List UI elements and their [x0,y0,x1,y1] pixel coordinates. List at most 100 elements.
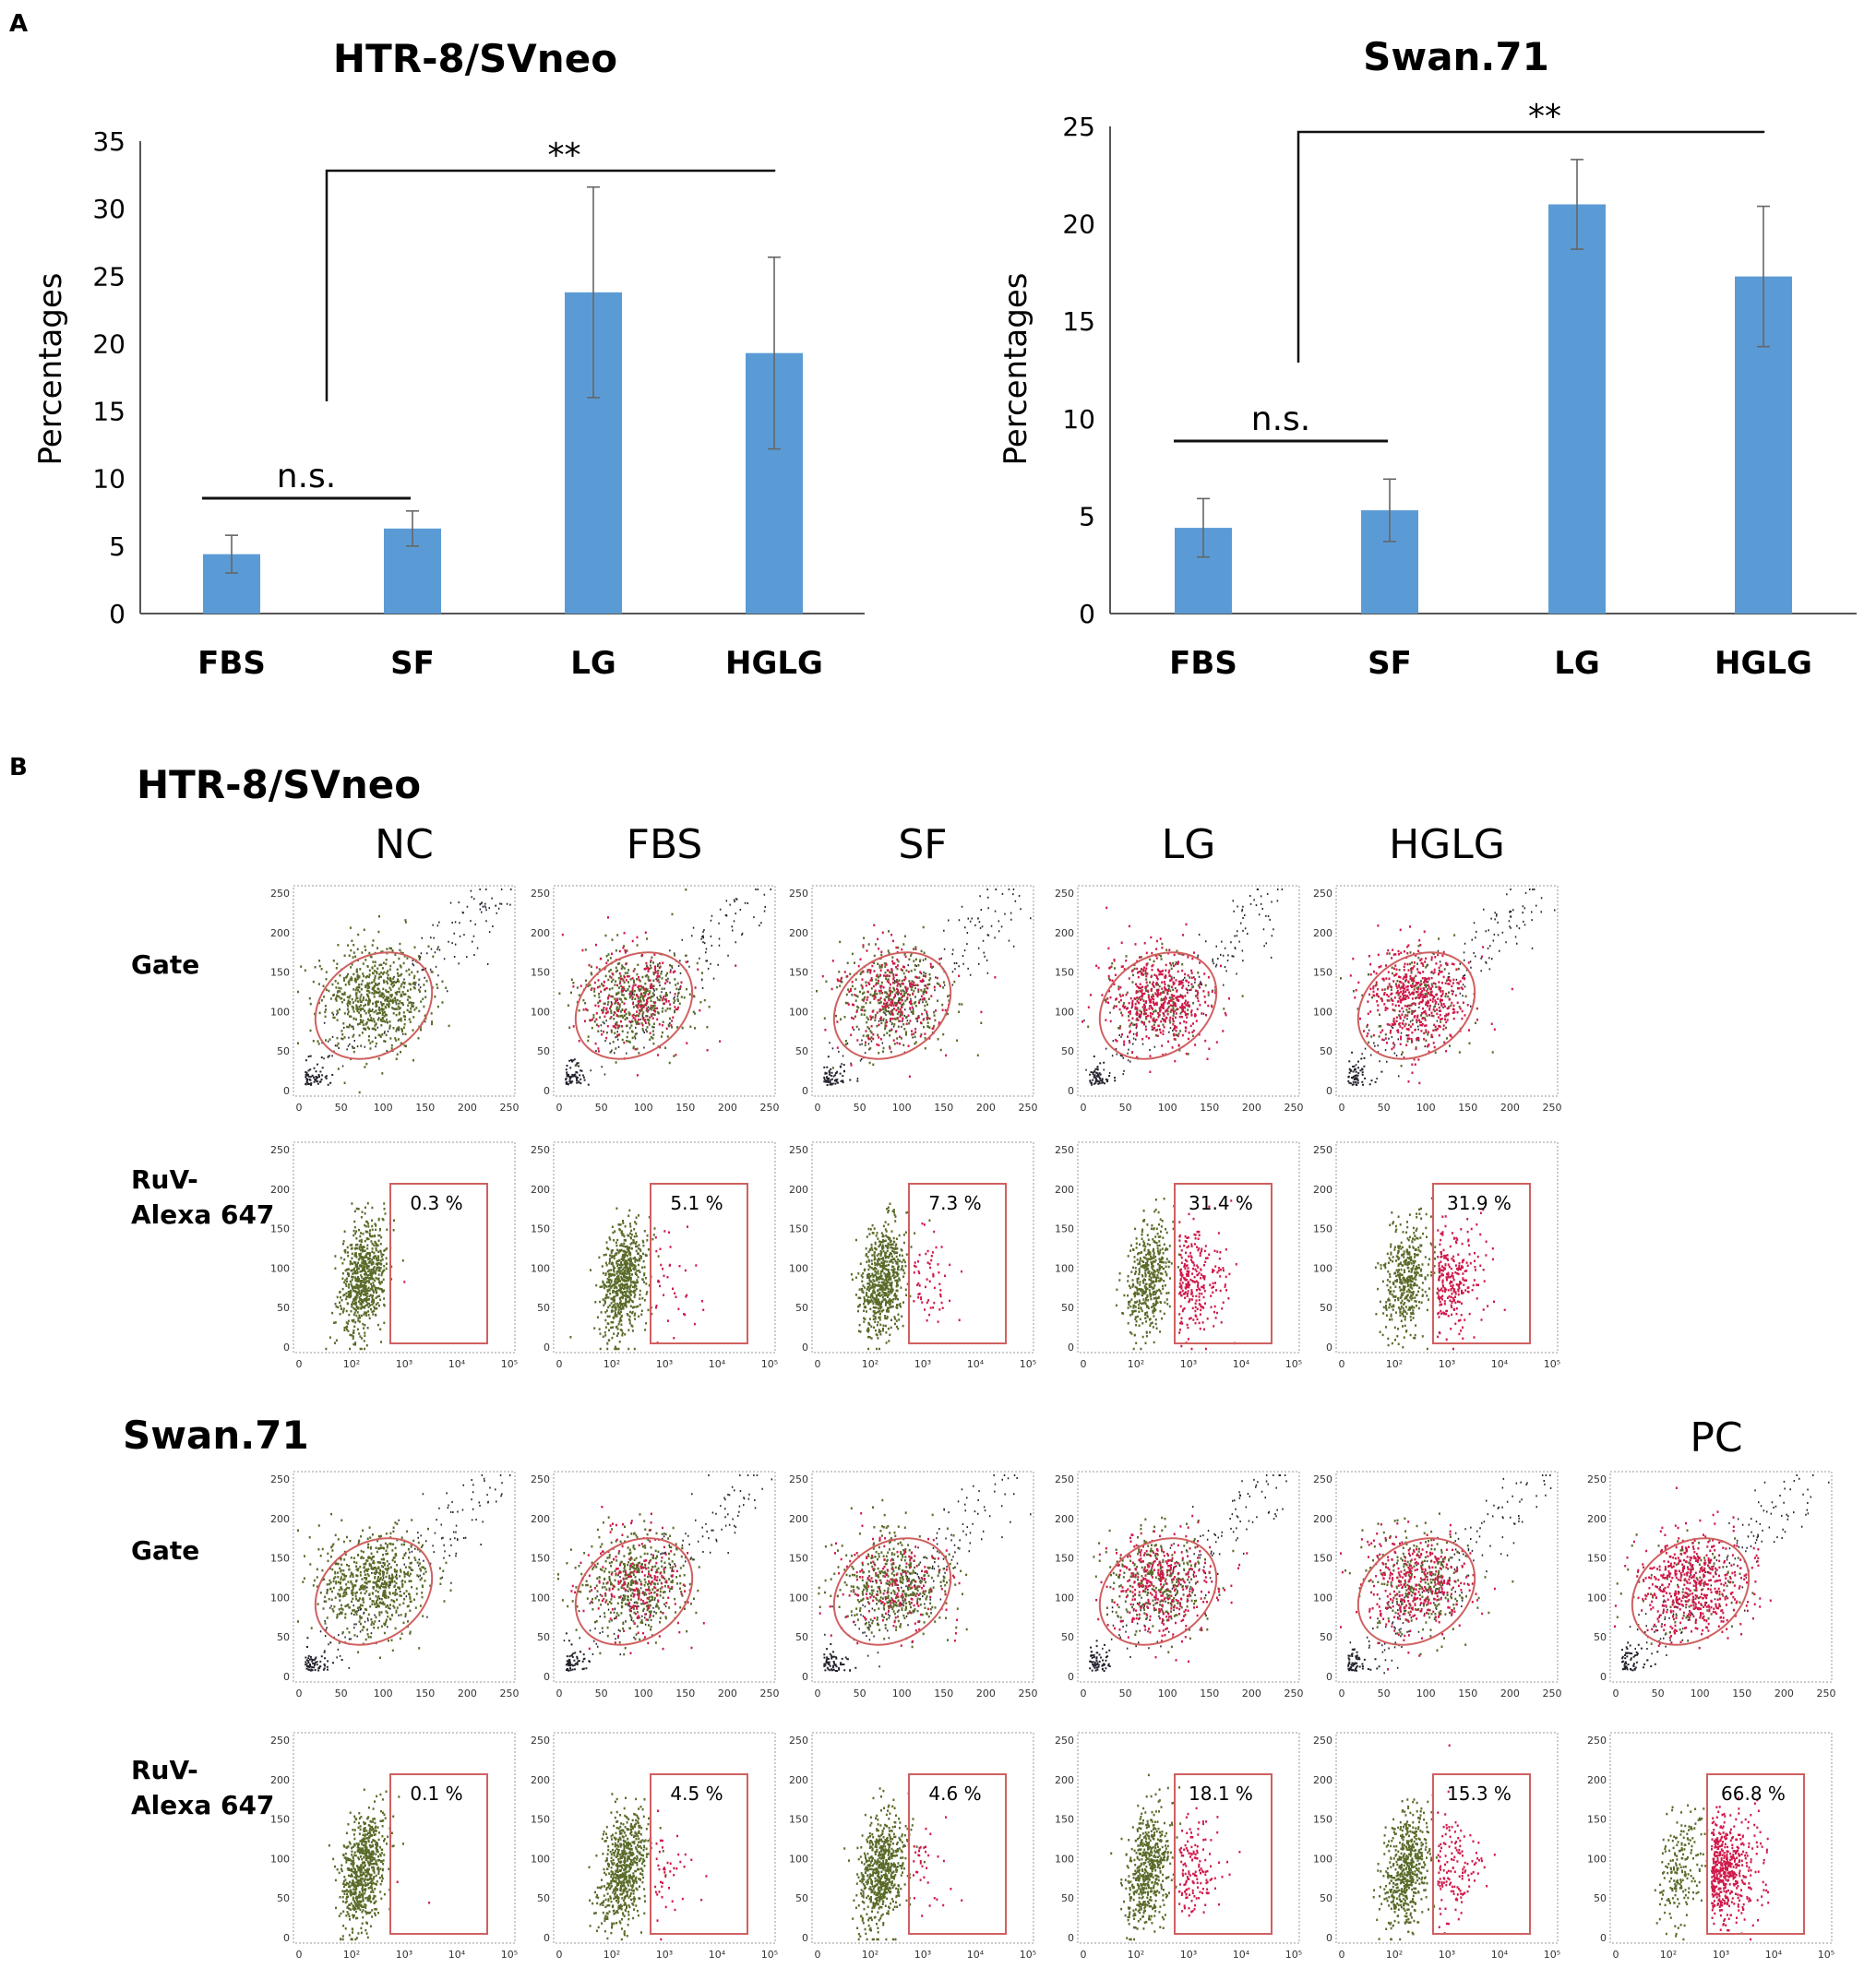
positive-percentage: 5.1 % [670,1192,723,1214]
y-tick-label: 250 [270,1735,290,1747]
gate-plot: 0 50 100 150 200 250 0 50 100 150 200 250 [789,1471,1038,1700]
y-tick-label: 150 [270,1553,290,1565]
y-axis-label: Percentages [998,273,1034,466]
category-label: FBS [1169,645,1237,682]
gate-plot: 0 50 100 150 200 250 0 50 100 150 200 250 [1313,885,1562,1114]
x-tick-label: 0 [1081,1688,1087,1700]
category-label: FBS [197,645,266,682]
y-tick-label: 150 [789,1223,808,1235]
x-tick-label: 100 [634,1688,653,1700]
y-tick-label: 100 [789,1262,808,1274]
positive-gate [389,1773,488,1935]
gate-plot: 0 50 100 150 200 250 0 50 100 150 200 250 [270,885,520,1114]
x-tick-label: 50 [1119,1688,1132,1700]
y-tick-label: 100 [1313,1853,1332,1865]
debris-events [1347,889,1556,1086]
y-tick-label: 150 [1313,1814,1332,1826]
plot-frame [293,1732,516,1944]
row-label-ruv: RuV- [131,1164,198,1195]
y-tick-label: 200 [1313,1513,1332,1525]
plot-frame [1077,885,1300,1097]
y-tick-label: 0 [544,1342,550,1354]
positive-percentage: 31.4 % [1189,1192,1253,1214]
red-events [1095,1514,1249,1664]
y-tick-label: 100 [531,1853,550,1865]
y-tick-label: 50 [1320,1302,1332,1314]
x-tick-label: 250 [760,1688,780,1700]
x-tick-label: 0 [1613,1949,1619,1961]
debris-events [1621,1474,1830,1672]
y-tick-label: 200 [270,927,290,939]
y-tick-label: 200 [531,1774,550,1786]
x-tick-label: 200 [1242,1102,1261,1114]
x-tick-label: 10³ [1439,1358,1455,1370]
x-tick-label: 10² [1386,1949,1403,1961]
bar-lg [1548,204,1606,614]
y-tick-label: 250 [531,1473,550,1485]
y-tick-label: 150 [531,1553,550,1565]
x-tick-label: 10⁵ [1818,1949,1834,1961]
x-tick-label: 10⁵ [1544,1358,1560,1370]
y-tick-label: 250 [789,888,808,900]
row-label-alexa: Alexa 647 [131,1199,274,1230]
ruv-plot: 0 50 100 150 200 250 0 10² 10³ 10⁴ 10⁵ 7.3 % [789,1141,1036,1370]
y-tick-label: 50 [1061,1302,1074,1314]
y-tick-label: 0 [1326,1671,1332,1683]
x-tick-label: 10⁴ [709,1949,726,1961]
y-tick-label: 200 [531,927,550,939]
ruv-plot: 0 50 100 150 200 250 0 10² 10³ 10⁴ 10⁵ 31.9 % [1313,1141,1560,1370]
positive-events [913,1222,962,1323]
x-tick-label: 10³ [1180,1949,1197,1961]
ruv-plot: 0 50 100 150 200 250 0 10² 10³ 10⁴ 10⁵ 31.4 % [1055,1141,1302,1370]
row-label-gate: Gate [131,1535,199,1566]
y-tick-label: 200 [789,927,808,939]
y-tick-label: 50 [537,1045,550,1057]
y-tick-label: 150 [1313,1553,1332,1565]
column-label: FBS [627,821,703,868]
y-tick-label: 100 [1313,1592,1332,1604]
y-tick-label: 25 [92,261,125,292]
flow-block-1: HTR-8/SVneo Gate RuV- Alexa 647 NC 0 50 100 150 2… [131,762,1562,1370]
category-label: HGLG [725,645,823,682]
y-tick-label: 250 [531,1735,550,1747]
positive-events [654,1809,708,1941]
x-tick-label: 150 [1458,1688,1477,1700]
gate-plot: 0 50 100 150 200 250 0 50 100 150 200 250 [789,885,1038,1114]
x-tick-label: 0 [815,1688,821,1700]
y-tick-label: 250 [270,888,290,900]
y-tick-label: 50 [1594,1892,1607,1904]
y-tick-label: 200 [270,1774,290,1786]
category-label: SF [1368,645,1412,682]
plot-frame [811,1732,1034,1944]
x-tick-label: 150 [934,1688,953,1700]
y-tick-label: 100 [1055,1262,1074,1274]
positive-percentage: 15.3 % [1447,1783,1512,1805]
y-tick-label: 200 [1055,927,1074,939]
y-tick-label: 50 [277,1892,290,1904]
positive-gate [1432,1183,1531,1344]
x-tick-label: 0 [815,1358,821,1370]
y-axis-label: Percentages [32,273,69,466]
x-tick-label: 200 [458,1102,477,1114]
y-tick-label: 20 [1062,209,1095,240]
y-tick-label: 150 [1313,967,1332,979]
y-tick-label: 250 [531,1144,550,1156]
negative-events [588,1793,667,1941]
row-label-ruv: RuV- [131,1755,198,1785]
y-tick-label: 200 [531,1184,550,1196]
green-events [557,1513,700,1656]
gate-ellipse [1098,1537,1218,1646]
y-tick-label: 0 [802,1932,808,1944]
x-tick-label: 0 [1081,1949,1087,1961]
x-tick-label: 0 [1081,1358,1087,1370]
x-tick-label: 10⁵ [1285,1358,1302,1370]
plot-frame [1077,1732,1300,1944]
panel-label-a: A [9,10,28,38]
y-tick-label: 150 [1313,1223,1332,1235]
x-tick-label: 10³ [396,1949,412,1961]
gate-ellipse [1356,1537,1476,1646]
x-tick-label: 0 [1081,1102,1087,1114]
x-tick-label: 250 [1019,1102,1038,1114]
y-tick-label: 250 [270,1144,290,1156]
